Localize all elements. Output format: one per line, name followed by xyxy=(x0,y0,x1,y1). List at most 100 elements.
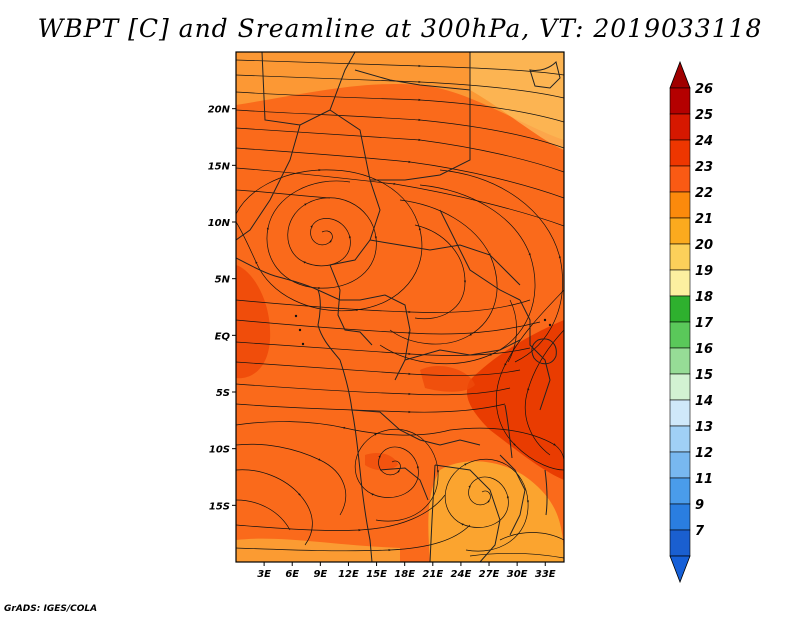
coastline-west xyxy=(236,257,373,562)
streamline xyxy=(236,299,531,314)
colorbar-swatch xyxy=(669,451,691,479)
border xyxy=(329,109,381,266)
border xyxy=(329,264,373,346)
coast-dot xyxy=(298,328,302,332)
coast-dot xyxy=(294,314,298,318)
colorbar-level-label: 16 xyxy=(695,342,713,357)
border xyxy=(261,52,356,126)
lat-tick-label: 20N xyxy=(208,105,231,116)
lake-victoria xyxy=(531,338,557,365)
colorbar-swatch xyxy=(669,503,691,531)
lat-tick-label: 15S xyxy=(209,501,230,512)
border xyxy=(519,299,551,411)
streamline xyxy=(495,289,564,471)
colorbar: 26 25 24 23 22 21 20 19 18 17 16 15 14 13 12 11 9 7 xyxy=(669,60,714,584)
border xyxy=(404,339,521,361)
streamline xyxy=(236,341,531,356)
colorbar-swatch xyxy=(669,243,691,271)
colorbar-level-label: 14 xyxy=(695,394,713,409)
streamline xyxy=(499,532,564,541)
map-frame xyxy=(235,51,565,563)
streamline xyxy=(236,109,564,149)
colorbar-level-label: 15 xyxy=(695,368,713,383)
colorbar-level-label: 22 xyxy=(695,186,713,201)
lat-tick-label: 15N xyxy=(208,161,231,172)
border xyxy=(370,90,471,181)
streamline xyxy=(507,299,517,363)
map-title: WBPT [C] and Sreamline at 300hPa, VT: 20… xyxy=(37,14,763,43)
colorbar-level-label: 13 xyxy=(695,420,713,435)
credit-label: GrADS: IGES/COLA xyxy=(4,604,98,614)
streamline xyxy=(414,224,467,320)
lon-tick-label: 27E xyxy=(479,569,500,580)
colorbar-bottom-arrow xyxy=(669,555,691,584)
colorbar-swatch xyxy=(669,399,691,427)
streamline xyxy=(236,127,564,173)
colorbar-swatch xyxy=(669,425,691,453)
colorbar-level-label: 19 xyxy=(695,264,713,279)
lat-tick-label: 10S xyxy=(209,445,230,456)
streamline xyxy=(236,421,451,436)
colorbar-level-label: 18 xyxy=(695,290,713,305)
lon-tick-label: 15E xyxy=(366,569,387,580)
colorbar-swatch xyxy=(669,191,691,219)
border xyxy=(369,239,521,286)
streamline xyxy=(236,443,347,516)
colorbar-swatch xyxy=(669,113,691,141)
colorbar-level-label: 26 xyxy=(695,82,713,97)
lat-tick-label: EQ xyxy=(215,331,231,342)
lon-tick-label: 6E xyxy=(285,569,299,580)
colorbar-level-label: 17 xyxy=(695,316,714,331)
colorbar-swatch xyxy=(669,529,691,557)
central-hot-patch xyxy=(420,365,475,392)
coast-dot xyxy=(301,342,305,346)
border xyxy=(529,61,561,89)
colorbar-swatch xyxy=(669,269,691,297)
border xyxy=(317,289,411,381)
border xyxy=(439,209,521,301)
border xyxy=(236,124,301,241)
colorbar-swatch xyxy=(669,139,691,167)
streamline xyxy=(524,329,564,456)
streamline xyxy=(236,499,291,531)
lon-tick-label: 3E xyxy=(257,569,271,580)
streamline xyxy=(236,494,446,532)
lon-tick-label: 18E xyxy=(394,569,415,580)
colorbar-level-label: 21 xyxy=(695,212,713,227)
map-panel xyxy=(236,52,564,562)
colorbar-swatch xyxy=(669,321,691,349)
lat-tick-label: 5N xyxy=(215,275,231,286)
lake-tanganyika xyxy=(504,404,513,459)
lat-tick-label: 5S xyxy=(216,388,230,399)
streamline xyxy=(444,459,530,552)
colorbar-level-label: 24 xyxy=(695,134,713,149)
border xyxy=(434,464,501,562)
colorbar-level-label: 11 xyxy=(695,472,713,487)
streamline xyxy=(236,524,471,552)
colorbar-swatch xyxy=(669,477,691,505)
colorbar-top-arrow xyxy=(669,60,691,89)
latitude-axis: 20N 15N 10N 5N EQ 5S 10S 15S xyxy=(208,105,236,512)
streamline xyxy=(236,147,564,199)
coast-dots xyxy=(294,314,552,346)
streamline xyxy=(236,403,506,414)
streamline xyxy=(236,59,564,76)
longitude-axis: 3E 6E 9E 12E 15E 18E 21E 24E 27E 30E 33E xyxy=(257,562,556,580)
lon-tick-label: 12E xyxy=(338,569,359,580)
lon-tick-label: 21E xyxy=(422,569,443,580)
border xyxy=(429,464,436,562)
coast-dot xyxy=(548,323,552,327)
lon-tick-label: 33E xyxy=(535,569,556,580)
streamline xyxy=(236,361,521,376)
colorbar-level-label: 9 xyxy=(695,498,704,513)
streamlines xyxy=(236,59,564,559)
lake-malawi xyxy=(544,469,548,516)
streamline xyxy=(236,91,564,123)
streamline xyxy=(236,168,423,312)
lon-tick-label: 30E xyxy=(507,569,528,580)
streamline xyxy=(236,383,511,396)
border xyxy=(351,409,481,446)
country-borders xyxy=(236,52,561,562)
border xyxy=(379,467,429,501)
